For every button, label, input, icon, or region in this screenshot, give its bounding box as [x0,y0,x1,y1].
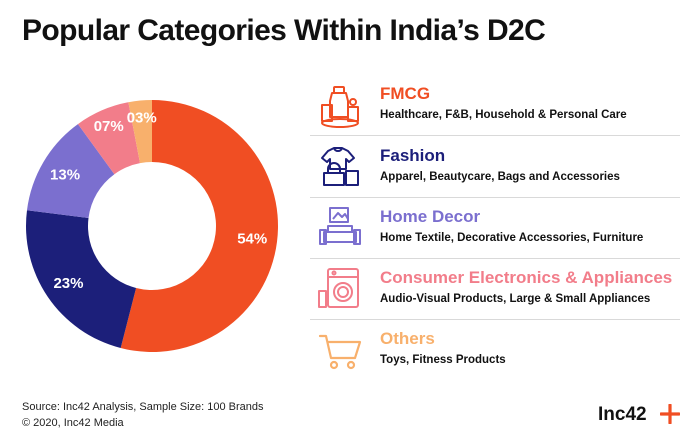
legend-name-fmcg: FMCG [380,84,431,103]
chart-title: Popular Categories Within India’s D2C [22,14,546,47]
legend-item-fmcg: FMCG Healthcare, F&B, Household & Person… [310,75,680,136]
legend-item-fashion: Fashion Apparel, Beautycare, Bags and Ac… [310,137,680,198]
donut-chart: 54% 23% 13% 07% 03% [26,100,279,352]
legend-item-consumer-electronics: Consumer Electronics & Appliances Audio-… [310,259,680,320]
legend-desc-others: Toys, Fitness Products [380,354,506,366]
donut-label-others: 03% [127,109,157,126]
plus-icon [660,404,680,424]
legend-name-fashion: Fashion [380,146,446,165]
legend-desc-fashion: Apparel, Beautycare, Bags and Accessorie… [380,171,620,183]
legend-item-home-decor: Home Decor Home Textile, Decorative Acce… [310,198,680,259]
donut-slice-consumer-electronics-appliances [77,102,141,175]
source-note: Source: Inc42 Analysis, Sample Size: 100… [22,401,264,413]
legend-desc-consumer-electronics: Audio-Visual Products, Large & Small App… [380,293,651,305]
legend-name-others: Others [380,329,435,348]
legend-desc-home-decor: Home Textile, Decorative Accessories, Fu… [380,232,644,244]
donut-label-fmcg: 54% [237,231,267,248]
brand-logo: Inc42 [598,404,647,425]
legend-name-home-decor: Home Decor [380,207,481,226]
legend-item-others: Others Toys, Fitness Products [310,320,680,380]
washing-machine-icon [318,268,359,308]
legend-name-consumer-electronics: Consumer Electronics & Appliances [380,268,673,287]
clothing-bag-icon [321,147,359,186]
donut-label-home-decor: 13% [50,167,80,184]
legend-desc-fmcg: Healthcare, F&B, Household & Personal Ca… [380,109,627,121]
donut-slice-fashion [26,210,137,349]
donut-slice-fmcg [120,100,279,352]
shopping-cart-icon [318,334,362,370]
donut-slice-home-decor [26,124,115,218]
donut-slice-others [128,100,152,164]
donut-label-fashion: 23% [53,275,83,292]
fmcg-products-icon [321,86,359,128]
donut-label-consumer-electronics-appliances: 07% [94,118,124,135]
sofa-frame-icon [319,207,361,245]
copyright-note: © 2020, Inc42 Media [22,417,124,429]
footer: Source: Inc42 Analysis, Sample Size: 100… [22,399,264,431]
